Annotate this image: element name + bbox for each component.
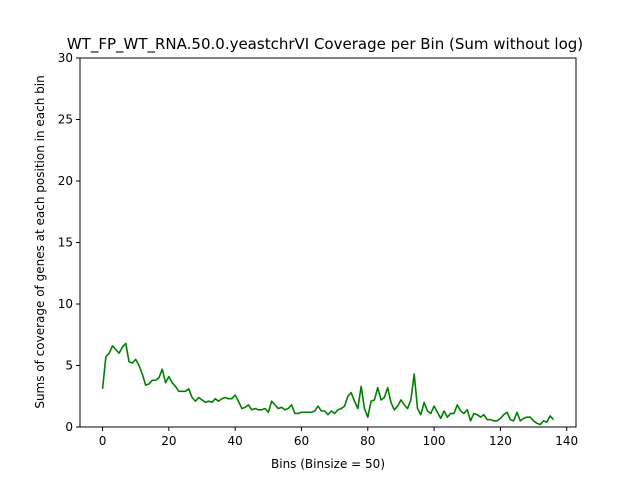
x-tick-label-80: 80 [360, 434, 375, 448]
x-axis-label: Bins (Binsize = 50) [271, 457, 385, 471]
x-tick-label-40: 40 [228, 434, 243, 448]
plot-area: 0 20 40 60 80 100 120 140 0 5 10 15 20 25 30 [58, 51, 578, 448]
y-tick-label-30: 30 [58, 51, 73, 65]
x-tick-label-0: 0 [99, 434, 107, 448]
y-tick-label-5: 5 [65, 359, 73, 373]
plot-frame [79, 57, 577, 428]
x-tick-label-20: 20 [161, 434, 176, 448]
y-tick-label-15: 15 [58, 236, 73, 250]
chart-title: WT_FP_WT_RNA.50.0.yeastchrVI Coverage pe… [67, 35, 583, 54]
y-tick-label-10: 10 [58, 297, 73, 311]
y-axis-label: Sums of coverage of genes at each positi… [33, 75, 47, 408]
x-tick-label-100: 100 [423, 434, 446, 448]
y-tick-label-20: 20 [58, 174, 73, 188]
x-tick-label-120: 120 [489, 434, 512, 448]
x-tick-label-60: 60 [294, 434, 309, 448]
y-tick-label-25: 25 [58, 113, 73, 127]
x-tick-label-140: 140 [555, 434, 578, 448]
series-line-0 [101, 342, 555, 426]
y-tick-label-0: 0 [65, 420, 73, 434]
